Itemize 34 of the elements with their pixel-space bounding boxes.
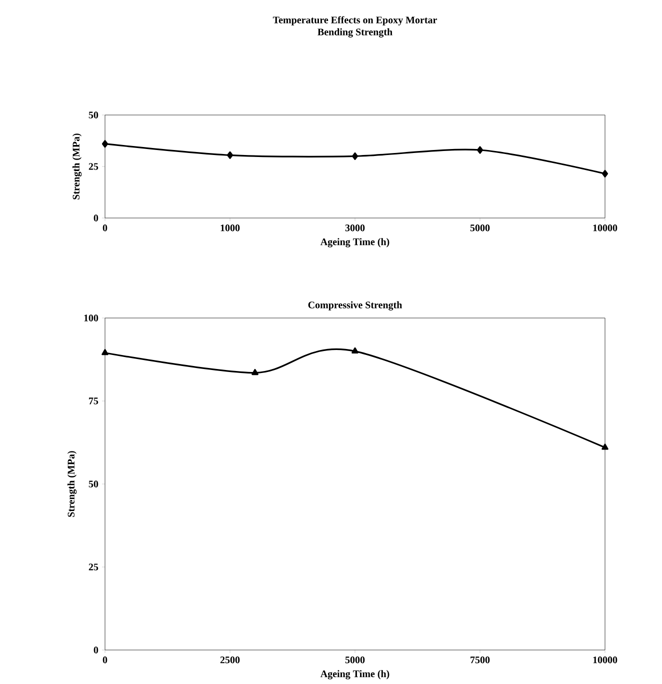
y-tick-label: 100 <box>84 314 98 322</box>
chart-subtitle: Bending Strength <box>318 28 392 38</box>
y-tick-label: 25 <box>88 564 98 570</box>
y-tick-label: 50 <box>88 112 98 118</box>
point <box>102 349 108 356</box>
x-tick-label: 5000 <box>345 656 365 664</box>
x-tick-label: 10000 <box>593 224 618 232</box>
y-tick-label: 50 <box>88 480 98 488</box>
x-tick-label: 3000 <box>345 224 365 232</box>
y-tick-label: 75 <box>89 398 98 404</box>
point <box>602 444 608 450</box>
x-tick-label: 0 <box>102 656 108 664</box>
point <box>102 140 108 148</box>
x-axis-title: Ageing Time (h) <box>320 238 390 248</box>
chart-title: Compressive Strength <box>308 301 402 310</box>
x-tick-label: 2500 <box>220 656 240 664</box>
y-axis-title: Strength (MPa) <box>72 134 82 200</box>
point <box>226 151 234 159</box>
x-tick-label: 5000 <box>470 224 490 232</box>
point <box>602 170 608 178</box>
point <box>352 347 358 354</box>
x-axis-title: Ageing Time (h) <box>320 670 390 680</box>
y-axis-title: Strength (MPa) <box>67 451 77 517</box>
chart-title: Temperature Effects on Epoxy Mortar <box>272 16 437 26</box>
y-tick-label: 25 <box>88 163 98 170</box>
y-tick-label: 0 <box>94 214 98 222</box>
point <box>476 146 484 154</box>
y-tick-label: 0 <box>94 646 98 654</box>
point <box>252 368 258 376</box>
x-tick-label: 1000 <box>220 224 240 232</box>
x-tick-label: 7500 <box>470 656 490 664</box>
x-tick-label: 0 <box>102 224 108 232</box>
point <box>352 152 358 160</box>
x-tick-label: 10000 <box>593 656 618 664</box>
